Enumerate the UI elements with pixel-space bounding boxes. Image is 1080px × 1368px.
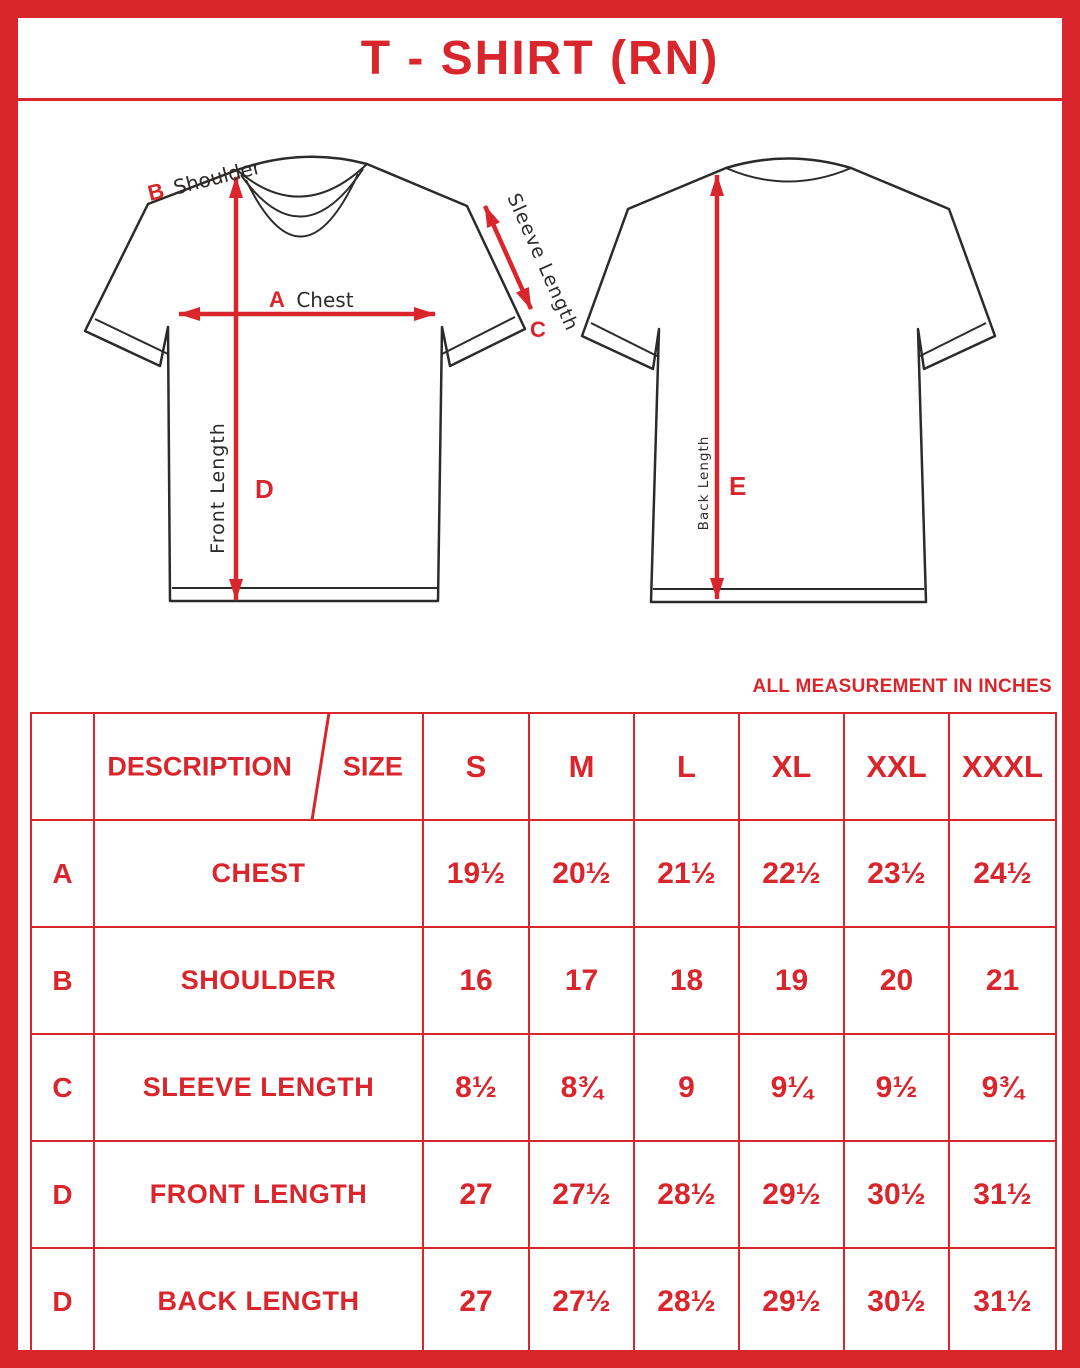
row-letter: A	[30, 819, 95, 928]
front-length-xxl: 30½	[843, 1140, 950, 1249]
shoulder-xl: 19	[738, 926, 845, 1035]
chest-letter: A	[269, 287, 285, 312]
row-letter: B	[30, 926, 95, 1035]
title-bar: T - SHIRT (RN)	[18, 18, 1062, 101]
back-length-text: Back Length	[696, 436, 712, 531]
front-left-cuff-band	[94, 318, 169, 355]
tshirt-diagram-svg: B Shoulder A Chest Sleeve Length C Front…	[83, 154, 997, 604]
front-shirt-outline	[83, 155, 527, 603]
chest-text: Chest	[296, 288, 353, 312]
chest-xl: 22½	[738, 819, 845, 928]
sleeve-length-letter: C	[530, 317, 546, 342]
chest-l: 21½	[633, 819, 740, 928]
shoulder-letter: B	[145, 178, 166, 206]
table-row-front-length: D FRONT LENGTH 27 27½ 28½ 29½ 30½ 31½	[30, 1140, 1057, 1249]
table-row-shoulder: B SHOULDER 16 17 18 19 20 21	[30, 926, 1057, 1035]
shoulder-xxxl: 21	[948, 926, 1057, 1035]
table-row-back-length: D BACK LENGTH 27 27½ 28½ 29½ 30½ 31½	[30, 1247, 1057, 1356]
sleeve-xxxl: 9¾	[948, 1033, 1057, 1142]
front-length-letter: D	[255, 474, 274, 504]
sleeve-length-arrow	[482, 205, 534, 310]
shoulder-m: 17	[528, 926, 635, 1035]
row-description: SHOULDER	[93, 926, 424, 1035]
front-length-xl: 29½	[738, 1140, 845, 1249]
page-title: T - SHIRT (RN)	[360, 31, 720, 85]
back-length-xl: 29½	[738, 1247, 845, 1356]
front-length-text: Front Length	[207, 422, 229, 554]
chest-m: 20½	[528, 819, 635, 928]
back-length-letter: E	[729, 471, 746, 501]
size-col-l: L	[633, 712, 740, 821]
row-description: CHEST	[93, 819, 424, 928]
chest-xxxl: 24½	[948, 819, 1057, 928]
front-collar-rib-3	[245, 173, 359, 238]
shoulder-l: 18	[633, 926, 740, 1035]
chest-xxl: 23½	[843, 819, 950, 928]
back-shirt-diagram: Back Length E	[580, 157, 997, 604]
chest-s: 19½	[422, 819, 530, 928]
front-length-m: 27½	[528, 1140, 635, 1249]
chest-label: A Chest	[269, 287, 354, 312]
table-header-row: DESCRIPTION SIZE S M L XL XXL XXXL	[30, 712, 1057, 821]
size-col-xxl: XXL	[843, 712, 950, 821]
back-length-m: 27½	[528, 1247, 635, 1356]
size-header: SIZE	[342, 751, 403, 781]
front-length-l: 28½	[633, 1140, 740, 1249]
table-row-sleeve-length: C SLEEVE LENGTH 8½ 8¾ 9 9¼ 9½ 9¾	[30, 1033, 1057, 1142]
size-table: DESCRIPTION SIZE S M L XL XXL XXXL A CHE…	[30, 712, 1057, 1356]
row-letter: D	[30, 1140, 95, 1249]
row-description: BACK LENGTH	[93, 1247, 424, 1356]
description-header: DESCRIPTION	[107, 751, 292, 781]
shoulder-s: 16	[422, 926, 530, 1035]
description-size-header-cell: DESCRIPTION SIZE	[93, 712, 424, 821]
size-col-xl: XL	[738, 712, 845, 821]
back-length-xxxl: 31½	[948, 1247, 1057, 1356]
back-length-l: 28½	[633, 1247, 740, 1356]
front-length-xxxl: 31½	[948, 1140, 1057, 1249]
front-right-cuff-band	[441, 316, 516, 355]
shoulder-xxl: 20	[843, 926, 950, 1035]
row-letter: C	[30, 1033, 95, 1142]
sleeve-l: 9	[633, 1033, 740, 1142]
row-letter: D	[30, 1247, 95, 1356]
back-shirt-outline	[580, 157, 997, 604]
sleeve-m: 8¾	[528, 1033, 635, 1142]
row-description: FRONT LENGTH	[93, 1140, 424, 1249]
size-col-m: M	[528, 712, 635, 821]
sleeve-xl: 9¼	[738, 1033, 845, 1142]
size-col-s: S	[422, 712, 530, 821]
back-collar-band	[725, 167, 852, 183]
table-row-chest: A CHEST 19½ 20½ 21½ 22½ 23½ 24½	[30, 819, 1057, 928]
table-corner-cell	[30, 712, 95, 821]
front-shirt-diagram: B Shoulder A Chest Sleeve Length C Front…	[83, 154, 583, 603]
back-length-xxl: 30½	[843, 1247, 950, 1356]
front-collar-rib-2	[240, 168, 364, 218]
size-col-xxxl: XXXL	[948, 712, 1057, 821]
back-length-s: 27	[422, 1247, 530, 1356]
front-length-s: 27	[422, 1140, 530, 1249]
back-left-cuff-band	[590, 322, 660, 358]
back-right-cuff-band	[917, 322, 987, 358]
row-description: SLEEVE LENGTH	[93, 1033, 424, 1142]
sleeve-s: 8½	[422, 1033, 530, 1142]
sleeve-xxl: 9½	[843, 1033, 950, 1142]
front-collar-rib-1	[236, 163, 368, 198]
measurement-diagram: B Shoulder A Chest Sleeve Length C Front…	[18, 111, 1062, 621]
measurement-note: ALL MEASUREMENT IN INCHES	[752, 676, 1052, 697]
